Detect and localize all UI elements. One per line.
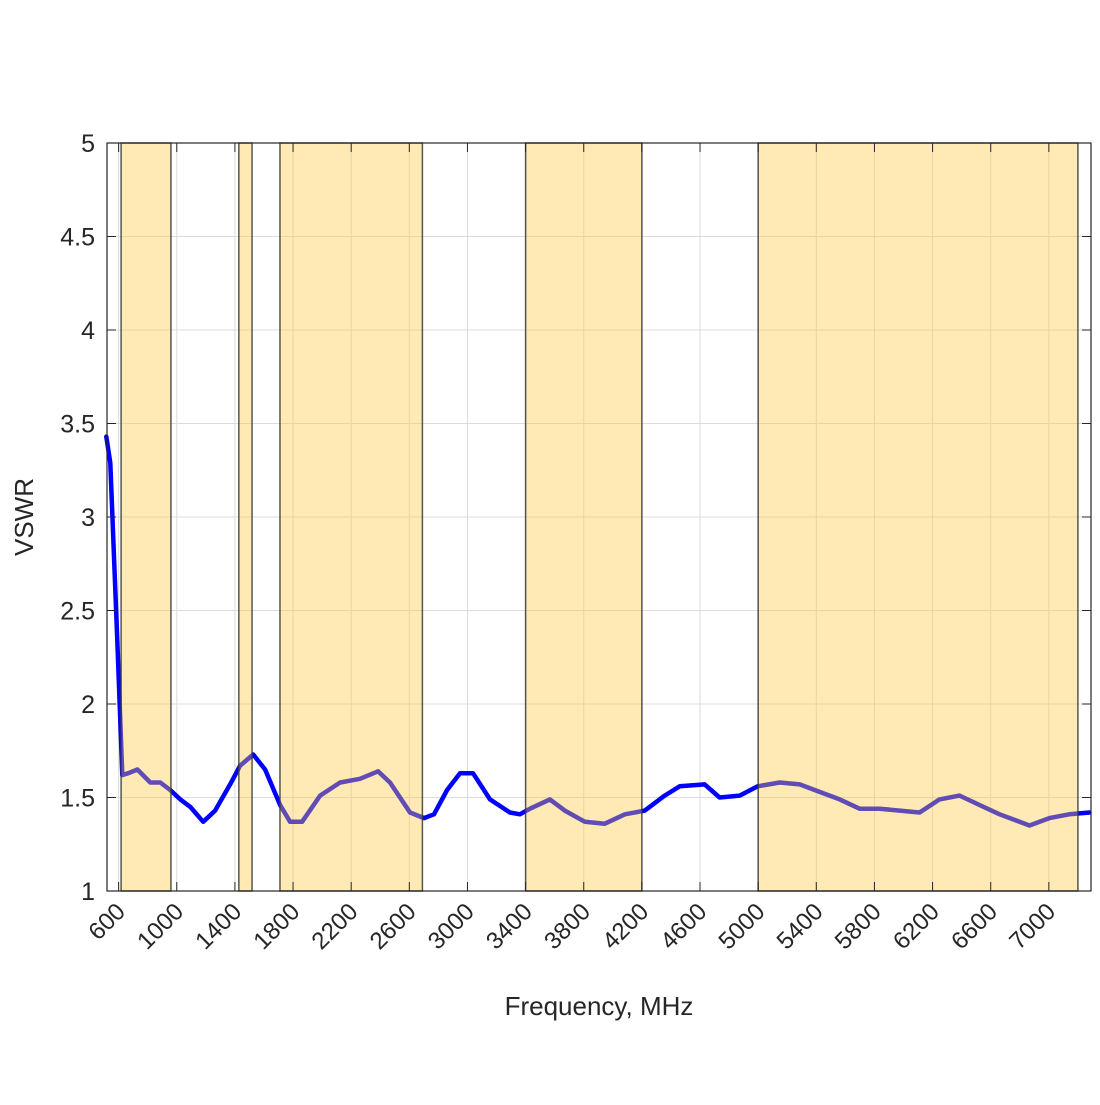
x-tick-label: 4200 bbox=[597, 898, 654, 955]
x-tick-label: 1800 bbox=[248, 898, 305, 955]
x-tick-label: 5800 bbox=[830, 898, 887, 955]
x-tick-label: 3800 bbox=[539, 898, 596, 955]
y-tick-label: 4 bbox=[81, 317, 95, 345]
y-tick-label: 5 bbox=[81, 130, 95, 158]
x-tick-label: 1400 bbox=[190, 898, 247, 955]
x-tick-label: 5000 bbox=[714, 898, 771, 955]
x-tick-label: 6600 bbox=[946, 898, 1003, 955]
x-tick-label: 4600 bbox=[655, 898, 712, 955]
x-tick-label: 2200 bbox=[307, 898, 364, 955]
x-axis-label: Frequency, MHz bbox=[505, 991, 694, 1021]
y-tick-label: 1 bbox=[81, 878, 95, 906]
x-tick-label: 6200 bbox=[888, 898, 945, 955]
x-tick-label: 3000 bbox=[423, 898, 480, 955]
x-tick-label: 1000 bbox=[132, 898, 189, 955]
y-tick-label: 4.5 bbox=[60, 224, 95, 252]
y-tick-label: 2.5 bbox=[60, 598, 95, 626]
x-tick-label: 2600 bbox=[365, 898, 422, 955]
y-tick-label: 2 bbox=[81, 691, 95, 719]
shaded-band bbox=[121, 143, 171, 891]
shaded-band bbox=[239, 143, 252, 891]
y-tick-label: 1.5 bbox=[60, 785, 95, 813]
y-tick-label: 3.5 bbox=[60, 411, 95, 439]
y-axis-label: VSWR bbox=[9, 478, 39, 556]
shaded-band bbox=[280, 143, 422, 891]
x-tick-label: 3400 bbox=[481, 898, 538, 955]
shaded-band bbox=[758, 143, 1078, 891]
shaded-band bbox=[526, 143, 642, 891]
y-tick-label: 3 bbox=[81, 504, 95, 532]
x-tick-label: 7000 bbox=[1004, 898, 1061, 955]
x-tick-label: 5400 bbox=[772, 898, 829, 955]
